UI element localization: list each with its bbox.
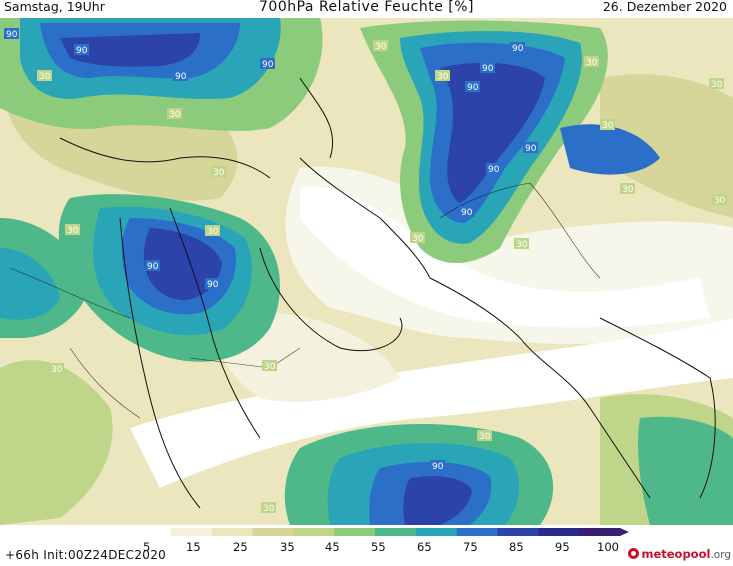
svg-text:30: 30 (412, 234, 424, 244)
svg-text:30: 30 (263, 504, 275, 514)
contour-label: 90 (205, 278, 220, 290)
colorbar-segment (497, 528, 539, 536)
colorbar-tick: 25 (233, 540, 248, 554)
contour-label: 30 (709, 78, 724, 90)
colorbar-tick: 5 (143, 540, 151, 554)
contour-label: 30 (65, 224, 80, 236)
contour-label: 90 (459, 206, 474, 218)
colorbar-segment (334, 528, 376, 536)
colorbar-segment (415, 528, 458, 536)
colorbar-tick: 35 (280, 540, 295, 554)
svg-text:30: 30 (516, 240, 528, 250)
valid-date: 26. Dezember 2020 (602, 0, 727, 14)
svg-text:30: 30 (586, 58, 598, 68)
contour-label: 30 (37, 70, 52, 82)
contour-label: 90 (4, 28, 19, 40)
colorbar-tick: 95 (555, 540, 570, 554)
contour-label: 30 (49, 363, 64, 375)
contour-labels: 90 90 90 90 90 90 90 90 90 90 90 90 90 3… (4, 28, 727, 514)
header-bar: Samstag, 19Uhr 700hPa Relative Feuchte [… (0, 0, 733, 18)
svg-text:30: 30 (67, 226, 79, 236)
colorbar-arrow (620, 528, 629, 536)
contour-label: 30 (205, 225, 220, 237)
contour-label: 30 (410, 232, 425, 244)
contour-label: 90 (510, 42, 525, 54)
colorbar-segment (579, 528, 621, 536)
svg-text:30: 30 (714, 196, 726, 206)
contour-label: 30 (435, 70, 450, 82)
svg-text:90: 90 (488, 165, 500, 175)
contour-label: 90 (480, 62, 495, 74)
svg-text:30: 30 (213, 168, 225, 178)
svg-text:30: 30 (169, 110, 181, 120)
contour-label: 30 (167, 108, 182, 120)
contour-label: 90 (430, 460, 445, 472)
contour-label: 90 (173, 70, 188, 82)
contour-label: 30 (712, 194, 727, 206)
brand-suffix: .org (710, 549, 731, 561)
meteopool-logo-icon (628, 548, 640, 559)
svg-text:90: 90 (432, 462, 444, 472)
svg-text:30: 30 (264, 362, 276, 372)
svg-text:90: 90 (6, 30, 18, 40)
svg-text:90: 90 (76, 46, 88, 56)
svg-text:30: 30 (479, 432, 491, 442)
svg-text:90: 90 (461, 208, 473, 218)
contour-label: 30 (477, 430, 492, 442)
colorbar-tick: 45 (325, 540, 340, 554)
svg-text:90: 90 (467, 83, 479, 93)
svg-text:90: 90 (207, 280, 219, 290)
brand-name: meteopool (641, 547, 711, 561)
contour-label: 30 (261, 502, 276, 514)
map-title: 700hPa Relative Feuchte [%] (259, 0, 474, 15)
colorbar-tick: 100 (597, 540, 619, 554)
colorbar-segment (130, 528, 172, 536)
contour-label: 30 (514, 238, 529, 250)
svg-text:30: 30 (437, 72, 449, 82)
colorbar-tick: 75 (463, 540, 478, 554)
colorbar-tick: 65 (417, 540, 432, 554)
colorbar-tick: 55 (371, 540, 386, 554)
contour-label: 30 (584, 56, 599, 68)
contour-label: 90 (260, 58, 275, 70)
run-info: +66h Init:00Z24DEC2020 (5, 548, 167, 562)
humidity-map: 90 90 90 90 90 90 90 90 90 90 90 90 90 3… (0, 18, 733, 525)
svg-text:30: 30 (711, 80, 723, 90)
svg-text:90: 90 (512, 44, 524, 54)
colorbar-segment (211, 528, 253, 536)
contour-label: 30 (262, 360, 277, 372)
svg-text:30: 30 (375, 42, 387, 52)
contour-label: 30 (211, 166, 226, 178)
colorbar-segment (293, 528, 335, 536)
contour-label: 30 (600, 119, 615, 131)
colorbar (130, 528, 629, 536)
contour-label: 30 (373, 40, 388, 52)
svg-text:30: 30 (39, 72, 51, 82)
contour-label: 90 (145, 260, 160, 272)
contour-label: 90 (74, 44, 89, 56)
contour-label: 90 (486, 163, 501, 175)
map-canvas: 90 90 90 90 90 90 90 90 90 90 90 90 90 3… (0, 18, 733, 525)
colorbar-segment (538, 528, 580, 536)
colorbar-segment (456, 528, 498, 536)
colorbar-tick: 85 (509, 540, 524, 554)
contour-label: 90 (523, 142, 538, 154)
svg-text:30: 30 (602, 121, 614, 131)
colorbar-segment (375, 528, 417, 536)
contour-label: 90 (465, 81, 480, 93)
svg-text:30: 30 (51, 365, 63, 375)
svg-text:90: 90 (482, 64, 494, 74)
colorbar-segment (170, 528, 213, 536)
svg-text:30: 30 (207, 227, 219, 237)
colorbar-tick: 15 (186, 540, 201, 554)
svg-text:90: 90 (525, 144, 537, 154)
meteopool-logo[interactable]: meteopool.org (628, 547, 731, 561)
svg-text:90: 90 (262, 60, 274, 70)
valid-day-time: Samstag, 19Uhr (4, 0, 105, 14)
contour-label: 30 (620, 183, 635, 195)
svg-text:90: 90 (175, 72, 187, 82)
svg-text:90: 90 (147, 262, 159, 272)
svg-text:30: 30 (622, 185, 634, 195)
colorbar-segment (252, 528, 294, 536)
